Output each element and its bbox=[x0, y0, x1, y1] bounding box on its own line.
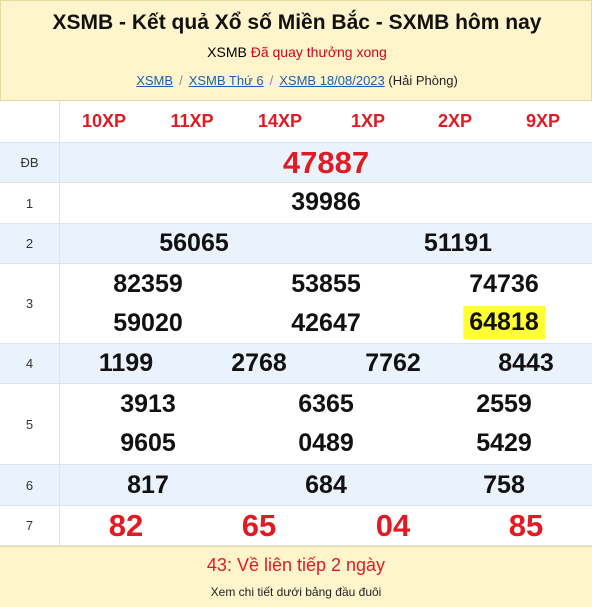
prize-label: 4 bbox=[0, 344, 60, 383]
draw-code: 14XP bbox=[257, 111, 303, 131]
prize-number: 6365 bbox=[298, 390, 354, 418]
prize-number: 85 bbox=[508, 508, 544, 543]
prize-row-2: 2 56065 51191 bbox=[0, 224, 592, 264]
draw-code: 9XP bbox=[525, 111, 561, 131]
prize-number: 51191 bbox=[423, 229, 493, 257]
prize-row-7: 7 82 65 04 85 bbox=[0, 506, 592, 546]
breadcrumb-link-date[interactable]: XSMB 18/08/2023 bbox=[279, 73, 385, 88]
prize-number: 684 bbox=[305, 471, 347, 499]
prize-number: 56065 bbox=[159, 229, 229, 257]
breadcrumb-link-weekday[interactable]: XSMB Thứ 6 bbox=[188, 73, 264, 88]
prize-number: 817 bbox=[127, 471, 169, 499]
prize-number: 82359 bbox=[113, 270, 183, 298]
prize-number: 59020 bbox=[113, 309, 183, 337]
prize-number: 9605 bbox=[120, 429, 176, 457]
codes-row: 10XP 11XP 14XP 1XP 2XP 9XP bbox=[0, 101, 592, 143]
prize-number: 39986 bbox=[291, 188, 361, 216]
status-prefix: XSMB bbox=[207, 44, 247, 60]
prize-number: 1199 bbox=[98, 349, 154, 377]
prize-row-special: ĐB 47887 bbox=[0, 143, 592, 183]
breadcrumb-separator: / bbox=[269, 73, 274, 88]
prize-row-4: 4 1199 2768 7762 8443 bbox=[0, 344, 592, 384]
status-text: Đã quay thưởng xong bbox=[250, 44, 387, 60]
prize-label: 1 bbox=[0, 183, 60, 223]
breadcrumb-province: (Hải Phòng) bbox=[388, 73, 458, 88]
draw-code: 10XP bbox=[81, 111, 127, 131]
prize-row-5: 5 3913 6365 2559 9605 0489 5429 bbox=[0, 384, 592, 465]
footer-note: Xem chi tiết dưới bảng đầu đuôi bbox=[210, 585, 382, 599]
prize-row-3: 3 82359 53855 74736 59020 42647 64818 bbox=[0, 264, 592, 344]
streak-notice: 43: Về liên tiếp 2 ngày bbox=[206, 555, 386, 575]
prize-label: 6 bbox=[0, 465, 60, 505]
prize-label: ĐB bbox=[0, 143, 60, 182]
draw-code: 2XP bbox=[437, 111, 473, 131]
prize-number: 04 bbox=[375, 508, 411, 543]
prize-number: 0489 bbox=[298, 429, 354, 457]
prize-label: 2 bbox=[0, 224, 60, 263]
page-title: XSMB - Kết quả Xổ số Miền Bắc - SXMB hôm… bbox=[52, 11, 542, 34]
prize-number: 53855 bbox=[291, 270, 361, 298]
prize-number: 5429 bbox=[476, 429, 532, 457]
prize-row-1: 1 39986 bbox=[0, 183, 592, 224]
prize-number: 42647 bbox=[291, 309, 361, 337]
prize-number: 74736 bbox=[469, 270, 539, 298]
prize-row-6: 6 817 684 758 bbox=[0, 465, 592, 506]
page-header: XSMB - Kết quả Xổ số Miền Bắc - SXMB hôm… bbox=[0, 0, 592, 101]
prize-number: 7762 bbox=[365, 349, 421, 377]
prize-number: 8443 bbox=[498, 349, 554, 377]
prize-number: 65 bbox=[241, 508, 277, 543]
prize-number: 3913 bbox=[120, 390, 176, 418]
breadcrumb-link-xsmb[interactable]: XSMB bbox=[136, 73, 174, 88]
prize-number: 82 bbox=[108, 508, 144, 543]
codes-label-cell bbox=[0, 101, 60, 142]
breadcrumb-separator: / bbox=[179, 73, 183, 88]
breadcrumb: XSMB / XSMB Thứ 6 / XSMB 18/08/2023 (Hải Phò… bbox=[1, 73, 592, 88]
draw-code: 11XP bbox=[170, 111, 214, 131]
prize-label: 7 bbox=[0, 506, 60, 545]
special-prize-number: 47887 bbox=[282, 145, 370, 180]
prize-number: 758 bbox=[483, 471, 525, 499]
prize-label: 5 bbox=[0, 384, 60, 464]
prize-label: 3 bbox=[0, 264, 60, 343]
highlighted-prize-number: 64818 bbox=[463, 306, 545, 339]
draw-code: 1XP bbox=[350, 111, 386, 131]
results-footer: 43: Về liên tiếp 2 ngày Xem chi tiết dướ… bbox=[0, 546, 592, 607]
draw-status: XSMB Đã quay thưởng xong bbox=[1, 44, 592, 60]
prize-number: 2768 bbox=[231, 349, 287, 377]
prize-number: 2559 bbox=[476, 390, 532, 418]
